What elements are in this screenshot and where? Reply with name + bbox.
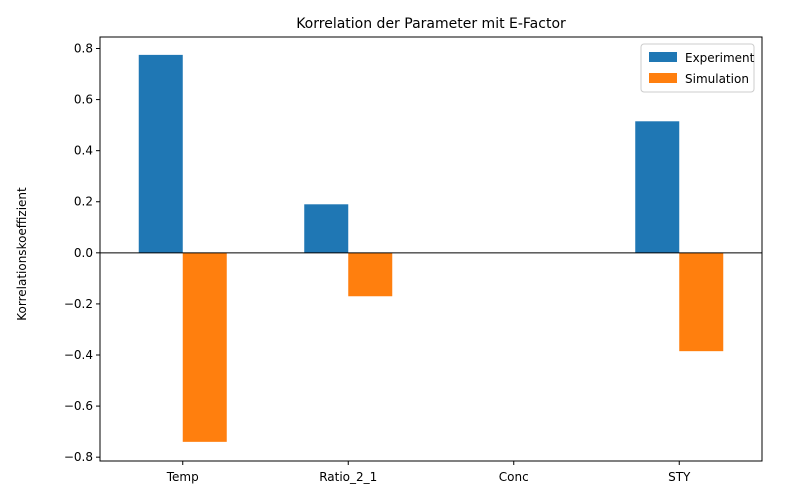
y-tick-label: 0.4	[74, 144, 93, 158]
y-tick-label: 0.2	[74, 195, 93, 209]
y-tick-label: 0.0	[74, 246, 93, 260]
x-tick-label: Temp	[166, 470, 199, 484]
y-axis-ticks: −0.8 −0.6 −0.4 −0.2 0.0 0.2 0.4 0.6 0.8	[64, 41, 100, 464]
plot-frame	[99, 36, 763, 462]
bar-experiment-sty	[635, 121, 680, 253]
y-tick-label: −0.8	[64, 450, 93, 464]
bar-simulation-temp	[182, 252, 227, 442]
plot-area	[99, 36, 763, 462]
x-axis-ticks: Temp Ratio_2_1 Conc STY	[166, 461, 691, 484]
bar-experiment-temp	[138, 54, 183, 253]
chart-title: Korrelation der Parameter mit E-Factor	[296, 16, 566, 32]
y-tick-label: −0.6	[64, 399, 93, 413]
x-tick-label: STY	[668, 470, 691, 484]
bar-experiment-ratio-2-1	[304, 204, 349, 253]
y-tick-label: 0.8	[74, 41, 93, 55]
legend: Experiment Simulation	[640, 43, 755, 93]
y-tick-label: 0.6	[74, 93, 93, 107]
x-tick-label: Ratio_2_1	[319, 470, 377, 484]
legend-label-simulation: Simulation	[685, 72, 749, 86]
y-tick-label: −0.4	[64, 348, 93, 362]
x-tick-label: Conc	[499, 470, 529, 484]
bar-simulation-sty	[679, 252, 724, 352]
bar-simulation-ratio-2-1	[348, 252, 393, 297]
legend-label-experiment: Experiment	[685, 51, 755, 65]
y-axis-label: Korrelationskoeffizient	[15, 187, 29, 321]
bars-group	[100, 54, 762, 442]
legend-swatch-simulation	[649, 73, 677, 83]
y-tick-label: −0.2	[64, 297, 93, 311]
legend-swatch-experiment	[649, 52, 677, 62]
